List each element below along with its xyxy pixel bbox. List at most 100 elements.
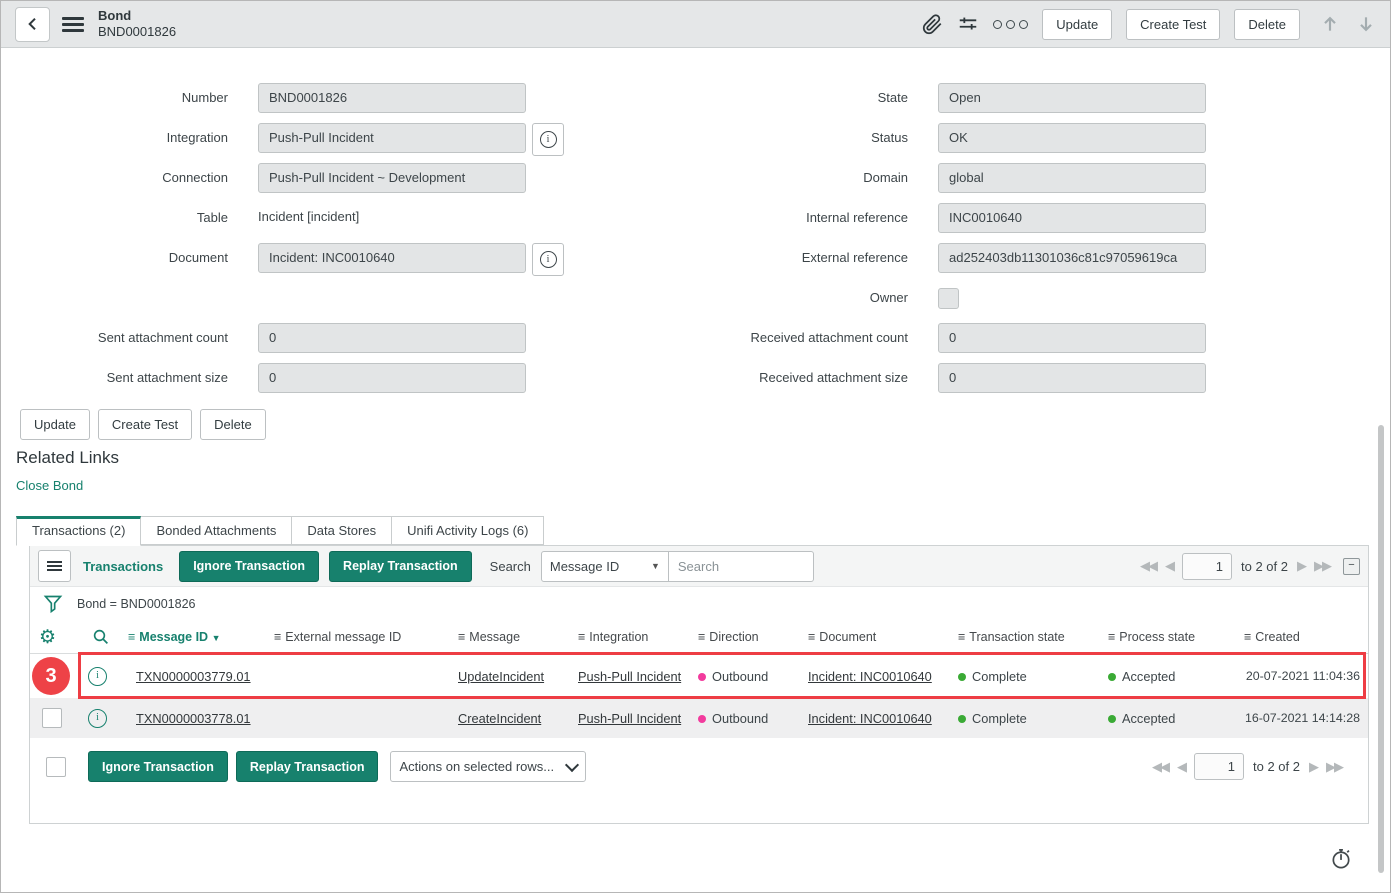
- document-link[interactable]: Incident: INC0010640: [808, 668, 932, 684]
- back-button[interactable]: [15, 6, 50, 42]
- page-number-input[interactable]: [1194, 753, 1245, 780]
- previous-record-icon[interactable]: [1320, 13, 1340, 35]
- column-header-document[interactable]: ≡ Document: [808, 630, 877, 644]
- column-header-created[interactable]: ≡ Created: [1244, 630, 1300, 644]
- owner-checkbox[interactable]: [938, 288, 959, 309]
- next-page-icon[interactable]: ▶: [1309, 758, 1319, 774]
- tab-transactions[interactable]: Transactions (2): [16, 516, 142, 546]
- replay-transaction-button-bottom[interactable]: Replay Transaction: [235, 751, 379, 782]
- ignore-transaction-button-bottom[interactable]: Ignore Transaction: [88, 751, 228, 782]
- delete-button-bottom[interactable]: Delete: [200, 409, 266, 440]
- field-label: Owner: [869, 290, 908, 305]
- document-link[interactable]: Incident: INC0010640: [808, 710, 932, 726]
- connection-input[interactable]: Push-Pull Incident ~ Development: [258, 163, 526, 193]
- funnel-icon[interactable]: [43, 593, 63, 615]
- field-label: Document: [168, 250, 228, 265]
- integration-link[interactable]: Push-Pull Incident: [578, 710, 682, 726]
- sent-attachment-count-input[interactable]: 0: [258, 323, 526, 353]
- document-input[interactable]: Incident: INC0010640: [258, 243, 526, 273]
- integration-input[interactable]: Push-Pull Incident: [258, 123, 526, 153]
- column-header-integration[interactable]: ≡ Integration: [578, 630, 649, 644]
- previous-page-icon[interactable]: ◀: [1165, 558, 1175, 573]
- message-link[interactable]: UpdateIncident: [458, 668, 545, 684]
- header-bar: Bond BND0001826 Update Create Test Delet…: [1, 1, 1390, 48]
- column-header-direction[interactable]: ≡ Direction: [698, 630, 759, 644]
- external-reference-input[interactable]: ad252403db11301036c81c97059619ca: [938, 243, 1206, 273]
- replay-transaction-button[interactable]: Replay Transaction: [329, 550, 472, 582]
- chevron-down-icon: [565, 757, 580, 772]
- tab-unifi-activity-logs[interactable]: Unifi Activity Logs (6): [392, 516, 545, 545]
- create-test-button-bottom[interactable]: Create Test: [97, 409, 193, 440]
- previous-page-icon[interactable]: ◀: [1177, 758, 1187, 774]
- message-id-link[interactable]: TXN0000003778.01: [136, 710, 251, 726]
- state-input[interactable]: Open: [938, 83, 1206, 113]
- tab-bonded-attachments[interactable]: Bonded Attachments: [141, 516, 293, 545]
- received-attachment-size-input[interactable]: 0: [938, 363, 1206, 393]
- delete-button[interactable]: Delete: [1234, 8, 1300, 40]
- close-bond-link[interactable]: Close Bond: [16, 478, 84, 493]
- search-field-select[interactable]: Message ID ▼: [540, 550, 669, 582]
- message-link[interactable]: CreateIncident: [458, 710, 542, 726]
- table-row-highlighted[interactable]: 3 i TXN0000003779.01 UpdateIncident Push…: [30, 652, 1368, 699]
- more-options-icon[interactable]: [993, 19, 1029, 29]
- collapse-list-icon[interactable]: −: [1343, 557, 1360, 575]
- last-page-icon[interactable]: ▶▶: [1314, 558, 1332, 573]
- field-label: Connection: [162, 170, 228, 185]
- column-header-process-state[interactable]: ≡ Process state: [1108, 630, 1196, 644]
- direction-dot: [698, 673, 706, 682]
- update-button[interactable]: Update: [1042, 8, 1113, 40]
- info-icon: i: [539, 131, 557, 148]
- status-input[interactable]: OK: [938, 123, 1206, 153]
- list-context-menu-button[interactable]: [38, 550, 71, 582]
- first-page-icon[interactable]: ◀◀: [1140, 558, 1158, 573]
- page-number-input[interactable]: [1182, 552, 1233, 580]
- column-header-external-message-id[interactable]: ≡ External message ID: [274, 630, 402, 644]
- ignore-transaction-button[interactable]: Ignore Transaction: [179, 550, 320, 582]
- column-header-message[interactable]: ≡ Message: [458, 630, 521, 644]
- internal-reference-input[interactable]: INC0010640: [938, 203, 1206, 233]
- response-time-stopwatch-icon[interactable]: [1330, 847, 1353, 870]
- vertical-scrollbar[interactable]: [1378, 425, 1384, 873]
- chevron-left-icon: [25, 16, 41, 32]
- number-input[interactable]: BND0001826: [258, 83, 526, 113]
- process-state-value: Accepted: [1122, 710, 1176, 726]
- integration-link[interactable]: Push-Pull Incident: [578, 668, 682, 684]
- row-checkbox[interactable]: [42, 708, 62, 728]
- related-lists-tabs: Transactions (2) Bonded Attachments Data…: [16, 516, 545, 546]
- column-menu-icon: ≡: [128, 630, 136, 644]
- column-menu-icon: ≡: [1244, 630, 1252, 644]
- context-menu-icon[interactable]: [62, 16, 84, 32]
- integration-info-button[interactable]: i: [532, 123, 564, 156]
- gear-icon[interactable]: ⚙: [39, 626, 57, 648]
- select-all-checkbox[interactable]: [46, 756, 66, 777]
- column-header-transaction-state[interactable]: ≡ Transaction state: [958, 630, 1065, 644]
- table-row[interactable]: i TXN0000003778.01 CreateIncident Push-P…: [30, 698, 1368, 738]
- row-info-icon[interactable]: i: [88, 666, 107, 686]
- message-id-link[interactable]: TXN0000003779.01: [136, 668, 251, 684]
- next-page-icon[interactable]: ▶: [1297, 558, 1307, 573]
- paperclip-icon[interactable]: [922, 13, 943, 35]
- row-info-icon[interactable]: i: [88, 708, 107, 728]
- direction-dot: [698, 715, 706, 724]
- list-filter-row: Bond = BND0001826: [30, 587, 1368, 621]
- tab-data-stores[interactable]: Data Stores: [292, 516, 393, 545]
- first-page-icon[interactable]: ◀◀: [1152, 758, 1170, 774]
- update-button-bottom[interactable]: Update: [20, 409, 90, 440]
- domain-input[interactable]: global: [938, 163, 1206, 193]
- next-record-icon[interactable]: [1356, 13, 1376, 35]
- document-info-button[interactable]: i: [532, 243, 564, 276]
- personalize-sliders-icon[interactable]: [957, 13, 979, 35]
- search-input[interactable]: [668, 550, 814, 582]
- last-page-icon[interactable]: ▶▶: [1326, 758, 1344, 774]
- create-test-button[interactable]: Create Test: [1126, 8, 1221, 40]
- column-header-message-id[interactable]: ≡ Message ID ▼: [128, 630, 221, 644]
- filter-breadcrumb[interactable]: Bond = BND0001826: [77, 597, 196, 611]
- received-attachment-count-input[interactable]: 0: [938, 323, 1206, 353]
- sent-attachment-size-input[interactable]: 0: [258, 363, 526, 393]
- transaction-state-dot: [958, 673, 966, 682]
- actions-on-selected-rows-select[interactable]: Actions on selected rows...: [390, 751, 587, 782]
- column-search-icon[interactable]: [80, 628, 120, 646]
- field-label: Status: [871, 130, 908, 145]
- created-value: 20-07-2021 11:04:36: [1245, 669, 1360, 683]
